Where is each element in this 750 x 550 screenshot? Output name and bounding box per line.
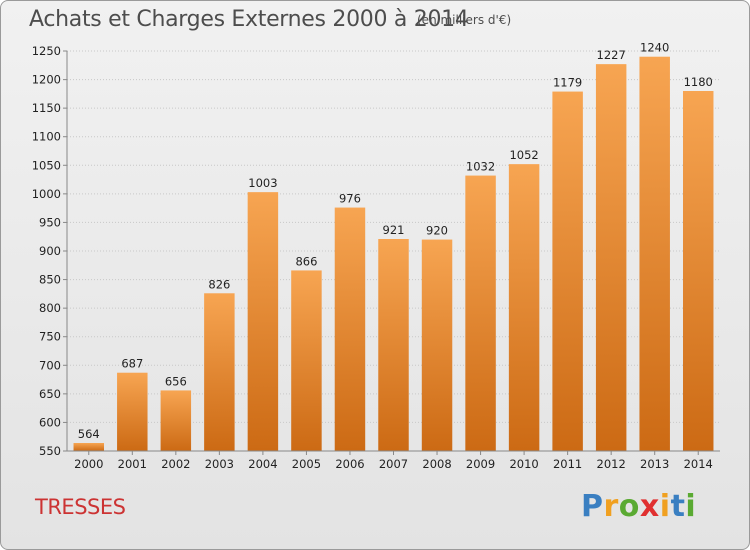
- value-label: 1052: [509, 148, 538, 162]
- value-label: 1180: [684, 75, 713, 89]
- value-label: 826: [208, 277, 230, 291]
- bar: [595, 64, 627, 451]
- x-tick-label: 2000: [74, 457, 103, 471]
- y-tick-label: 1000: [32, 187, 61, 201]
- bar: [73, 443, 105, 451]
- bar: [508, 164, 540, 451]
- bar: [204, 293, 235, 451]
- logo-letter: o: [618, 489, 640, 524]
- logo-letter: P: [581, 489, 604, 524]
- bar: [682, 91, 714, 451]
- bar: [421, 239, 453, 451]
- value-label: 921: [383, 223, 405, 237]
- x-tick-label: 2003: [205, 457, 234, 471]
- value-label: 976: [339, 192, 361, 206]
- logo-letter: i: [659, 489, 671, 524]
- x-tick-label: 2002: [161, 457, 190, 471]
- x-tick-label: 2007: [379, 457, 408, 471]
- y-tick-label: 950: [39, 215, 61, 229]
- value-label: 564: [78, 427, 100, 441]
- bar: [552, 91, 583, 452]
- logo-letter: x: [639, 489, 660, 524]
- x-tick-label: 2001: [118, 457, 147, 471]
- y-tick-label: 750: [39, 330, 61, 344]
- chart-subtitle: (en milliers d'€): [417, 13, 512, 27]
- logo-letter: i: [685, 489, 697, 524]
- value-label: 656: [165, 374, 187, 388]
- y-tick-label: 650: [39, 387, 61, 401]
- logo-letter: r: [603, 489, 619, 524]
- bar: [247, 192, 279, 451]
- x-tick-label: 2006: [335, 457, 364, 471]
- x-tick-label: 2011: [553, 457, 582, 471]
- bars: [73, 56, 714, 452]
- y-tick-label: 1050: [32, 158, 61, 172]
- bar: [117, 372, 148, 451]
- place-name: TRESSES: [35, 495, 126, 519]
- x-tick-label: 2004: [248, 457, 277, 471]
- x-tick-label: 2014: [684, 457, 713, 471]
- axes: [63, 50, 720, 455]
- x-tick-label: 2009: [466, 457, 495, 471]
- x-tick-label: 2010: [509, 457, 538, 471]
- y-tick-label: 850: [39, 273, 61, 287]
- x-tick-label: 2013: [640, 457, 669, 471]
- y-tick-label: 1200: [32, 73, 61, 87]
- value-label: 866: [295, 254, 317, 268]
- bar: [334, 207, 366, 451]
- bar: [639, 56, 670, 451]
- labels: 550 600 650 700 750 800 850 900 950 1000 1050 1100 1…: [32, 41, 713, 471]
- x-tick-label: 2012: [597, 457, 626, 471]
- value-label: 1003: [248, 176, 277, 190]
- value-label: 1227: [597, 48, 626, 62]
- y-tick-label: 800: [39, 301, 61, 315]
- value-label: 1032: [466, 160, 495, 174]
- bar: [160, 390, 192, 451]
- x-tick-label: 2005: [292, 457, 321, 471]
- x-tick-label: 2008: [422, 457, 451, 471]
- y-tick-label: 1250: [32, 44, 61, 58]
- y-tick-label: 900: [39, 244, 61, 258]
- logo-letter: t: [670, 489, 686, 524]
- y-tick-label: 1150: [32, 101, 61, 115]
- value-label: 1179: [553, 76, 582, 90]
- value-label: 1240: [640, 41, 669, 55]
- chart-title: Achats et Charges Externes 2000 à 2014: [29, 7, 469, 32]
- value-label: 920: [426, 224, 448, 238]
- y-tick-label: 600: [39, 415, 61, 429]
- bar: [378, 239, 409, 451]
- y-tick-label: 700: [39, 358, 61, 372]
- y-tick-label: 550: [39, 444, 61, 458]
- value-label: 687: [121, 357, 143, 371]
- bar: [465, 175, 496, 452]
- proxiti-logo[interactable]: Proxiti: [581, 489, 696, 524]
- y-tick-label: 1100: [32, 130, 61, 144]
- bar: [291, 270, 322, 451]
